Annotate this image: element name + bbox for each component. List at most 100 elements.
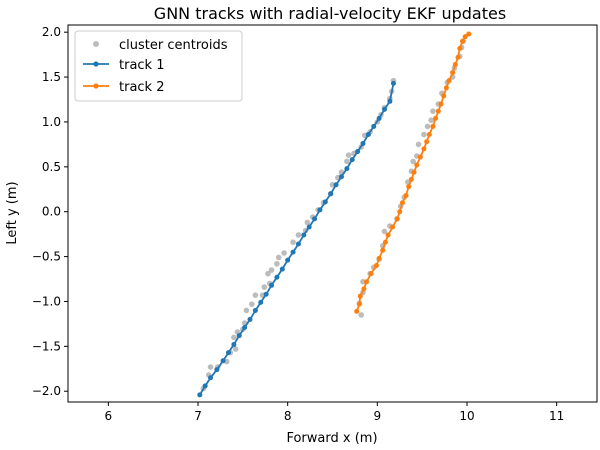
series-layer — [197, 31, 472, 398]
track-1-point — [387, 98, 393, 104]
track-2-point — [450, 70, 456, 76]
centroid-point — [360, 278, 366, 285]
track-1-point — [312, 216, 318, 222]
track-1-point — [349, 157, 355, 163]
y-tick-label: −0.5 — [32, 250, 61, 264]
series-track-1 — [197, 80, 396, 398]
y-tick-label: −1.0 — [32, 294, 61, 308]
track-1-point — [376, 115, 382, 121]
y-tick-label: −2.0 — [32, 384, 61, 398]
chart-title: GNN tracks with radial-velocity EKF upda… — [154, 4, 506, 23]
track-1-point — [242, 325, 248, 330]
track-1-point — [285, 257, 291, 263]
legend-marker-cluster-centroids — [93, 41, 99, 47]
centroid-point — [304, 219, 311, 226]
track-2-point — [426, 132, 432, 138]
legend-frame — [74, 30, 243, 102]
track-2-point — [441, 93, 447, 99]
track-2-point — [357, 293, 363, 299]
track-1-point — [236, 333, 242, 339]
centroid-point — [243, 307, 250, 314]
track-2-point — [411, 169, 417, 175]
centroid-point — [261, 284, 268, 290]
centroid-point — [428, 117, 434, 123]
centroid-point — [232, 346, 239, 352]
centroid-point — [344, 158, 350, 165]
track-2-point — [452, 62, 458, 67]
track-1-point — [274, 274, 280, 280]
centroid-point — [424, 123, 431, 130]
track-2-point — [403, 193, 409, 199]
centroid-point — [345, 152, 352, 158]
track-2-point — [446, 78, 452, 84]
track-2-point — [382, 239, 388, 245]
track-1-point — [290, 249, 296, 255]
track-2-point — [394, 216, 400, 222]
y-tick-label: 1.0 — [42, 115, 61, 129]
track-2-point — [433, 115, 439, 121]
track-1-point — [322, 199, 328, 205]
x-tick-label: 11 — [549, 409, 564, 423]
track-2-point — [390, 224, 396, 230]
centroid-point — [410, 158, 416, 165]
track-1-point — [333, 182, 339, 188]
track-2-point — [354, 308, 360, 314]
centroid-point — [275, 254, 282, 261]
track-2-point — [460, 38, 466, 44]
track-2-point — [356, 301, 362, 307]
legend-marker-track-1 — [93, 61, 99, 67]
legend-marker-track-2 — [93, 83, 99, 89]
track-2-point — [421, 146, 427, 152]
track-2-point — [376, 255, 382, 261]
legend: cluster centroids track 1 track 2 — [74, 30, 243, 102]
track-1-point — [301, 232, 307, 238]
track-2-point — [397, 209, 403, 215]
x-tick-label: 7 — [194, 409, 202, 423]
centroid-point — [358, 312, 364, 318]
track-1-point — [220, 358, 226, 364]
track-2-point — [466, 31, 472, 37]
y-tick-label: 1.5 — [42, 70, 61, 84]
track-1-point — [390, 80, 396, 86]
track-1-point — [328, 191, 334, 197]
track-2-point — [462, 34, 468, 40]
track-2-point — [417, 154, 423, 160]
track-1-point — [295, 241, 301, 247]
track-1-point — [258, 299, 264, 305]
track-2-point — [435, 108, 441, 114]
track-2-point — [414, 162, 420, 168]
track-1-point — [344, 166, 350, 172]
centroid-point — [265, 270, 271, 277]
y-tick-label: −1.5 — [32, 339, 61, 353]
centroid-point — [430, 108, 436, 114]
track-1-point — [208, 375, 214, 381]
x-tick-label: 6 — [105, 409, 113, 423]
track-2-point — [380, 247, 386, 253]
track-1-point — [214, 367, 220, 373]
track-1-point — [231, 342, 237, 348]
track-1-point — [263, 291, 269, 297]
y-tick-label: 0.0 — [42, 205, 61, 219]
track-2-point — [457, 45, 463, 51]
y-axis-label: Left y (m) — [5, 181, 20, 244]
x-tick-label: 8 — [284, 409, 292, 423]
track-1-point — [269, 282, 275, 288]
track-2-point — [430, 123, 436, 129]
centroid-point — [207, 364, 214, 370]
y-tick-label: 2.0 — [42, 25, 61, 39]
track-2-point — [424, 139, 430, 145]
track-1-point — [247, 316, 253, 322]
x-tick-label: 9 — [374, 409, 382, 423]
track-1-point — [197, 392, 203, 398]
centroid-point — [268, 267, 275, 273]
centroid-point — [231, 334, 237, 341]
track-2-point — [361, 286, 367, 292]
track-1-point — [279, 266, 285, 272]
track-2-point — [455, 54, 461, 60]
track-2-point — [443, 85, 449, 91]
track-2-point — [399, 200, 405, 206]
track-2-point — [373, 263, 379, 269]
centroid-point — [252, 292, 259, 298]
centroid-point — [249, 301, 255, 307]
